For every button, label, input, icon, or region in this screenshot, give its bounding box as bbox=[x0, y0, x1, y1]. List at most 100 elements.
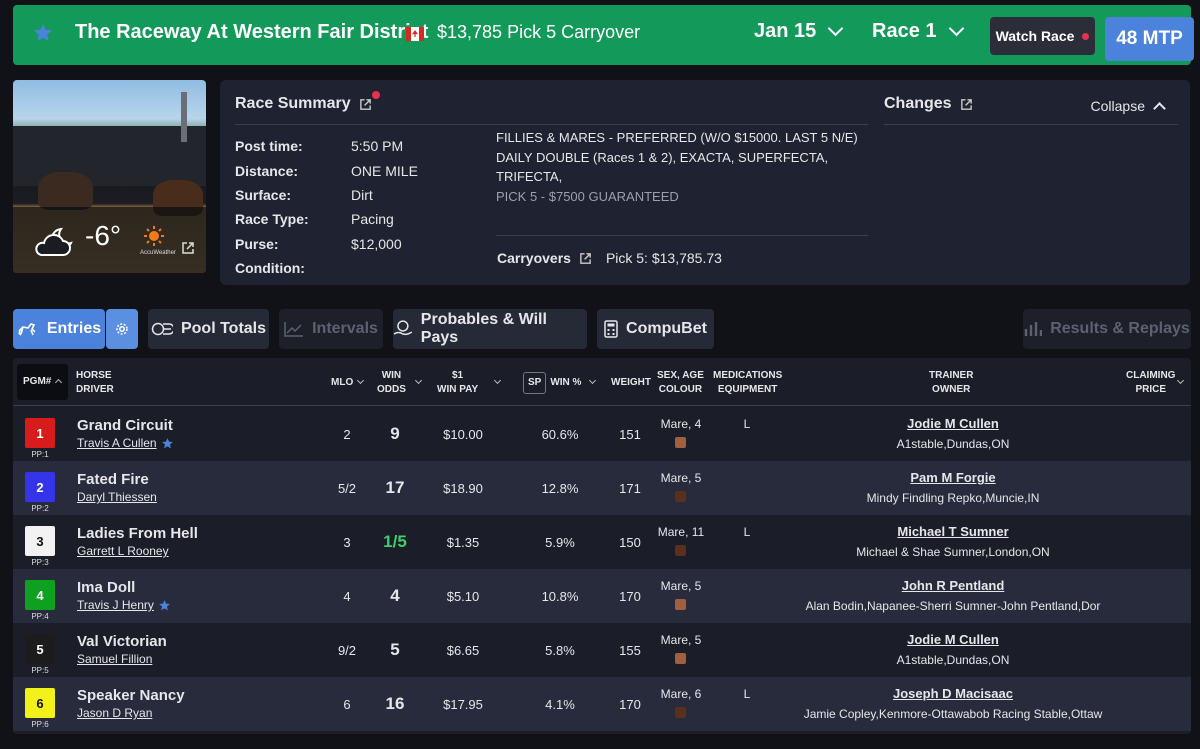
column-price-label: PRICE bbox=[1135, 384, 1166, 395]
owner-name: Michael & Shae Sumner,London,ON bbox=[856, 545, 1050, 559]
trainer-link[interactable]: Joseph D Macisaac bbox=[893, 686, 1013, 701]
driver-link[interactable]: Travis J Henry bbox=[77, 598, 171, 612]
date-selector[interactable]: Jan 15 bbox=[754, 20, 844, 43]
changes-header[interactable]: Changes bbox=[884, 95, 1178, 113]
win-odds: 4 bbox=[390, 586, 400, 605]
carryovers-value: Pick 5: $13,785.73 bbox=[605, 250, 722, 266]
race-label: Race 1 bbox=[872, 20, 937, 42]
table-row[interactable]: 3 PP:3 Ladies From Hell Garrett L Rooney 3 1/… bbox=[13, 515, 1191, 569]
tab-intervals-label: Intervals bbox=[312, 320, 378, 337]
morning-line-odds: 2 bbox=[343, 426, 351, 442]
horse-name[interactable]: Speaker Nancy bbox=[77, 687, 185, 704]
post-position: PP:1 bbox=[31, 450, 49, 459]
column-winpay-label: WIN PAY bbox=[437, 384, 479, 395]
weight: 150 bbox=[619, 534, 641, 550]
watch-race-button[interactable]: Watch Race bbox=[990, 17, 1095, 55]
track-name[interactable]: The Raceway At Western Fair District bbox=[75, 21, 429, 43]
column-win-pay-sort[interactable] bbox=[490, 376, 502, 390]
table-row[interactable]: 2 PP:2 Fated Fire Daryl Thiessen 5/2 17 $18.90… bbox=[13, 461, 1191, 515]
win-percent: 5.8% bbox=[545, 642, 575, 658]
horse-name[interactable]: Ladies From Hell bbox=[77, 525, 198, 542]
column-sex-age: SEX, AGE COLOUR bbox=[657, 369, 704, 397]
carryover-text: $13,785 Pick 5 Carryover bbox=[437, 22, 641, 42]
win-odds: 1/5 bbox=[383, 532, 407, 551]
sp-toggle-button[interactable]: SP bbox=[523, 372, 547, 394]
owner-name: Jamie Copley,Kenmore-Ottawabob Racing St… bbox=[803, 707, 1103, 721]
column-pgm[interactable]: PGM# bbox=[23, 375, 63, 389]
collapse-button[interactable]: Collapse bbox=[1090, 98, 1166, 115]
driver-link[interactable]: Garrett L Rooney bbox=[77, 544, 169, 558]
column-win-pay[interactable]: $1 WIN PAY bbox=[437, 369, 478, 397]
tab-probables-label: Probables & Will Pays bbox=[420, 311, 547, 346]
win-pay: $5.10 bbox=[446, 588, 480, 604]
driver-link[interactable]: Daryl Thiessen bbox=[77, 490, 157, 504]
collapse-label: Collapse bbox=[1090, 98, 1145, 114]
driver-name: Daryl Thiessen bbox=[77, 490, 157, 504]
chevron-up-icon bbox=[1153, 102, 1166, 115]
driver-link[interactable]: Travis A Cullen bbox=[77, 436, 174, 450]
calculator-icon bbox=[604, 320, 618, 338]
medications: L bbox=[743, 525, 751, 539]
favorite-star-icon[interactable] bbox=[32, 22, 54, 44]
coins-icon bbox=[151, 322, 173, 336]
sort-pgm-button[interactable] bbox=[17, 364, 68, 400]
sort-icon bbox=[414, 376, 423, 385]
tab-probables[interactable]: Probables & Will Pays bbox=[393, 309, 587, 349]
win-pay: $6.65 bbox=[446, 642, 480, 658]
horse-name[interactable]: Val Victorian bbox=[77, 633, 167, 650]
column-claiming-price[interactable]: CLAIMING PRICE bbox=[1126, 369, 1175, 397]
table-row[interactable]: 4 PP:4 Ima Doll Travis J Henry 4 4 $5.10 10.8% 1… bbox=[13, 569, 1191, 623]
driver-link[interactable]: Jason D Ryan bbox=[77, 706, 152, 720]
detail-label: Purse: bbox=[235, 235, 279, 252]
horse-name[interactable]: Ima Doll bbox=[77, 579, 136, 596]
race-summary-header[interactable]: Race Summary bbox=[235, 95, 372, 113]
favorite-driver-star-icon[interactable] bbox=[161, 437, 174, 450]
win-pay: $10.00 bbox=[443, 426, 483, 442]
trainer-link[interactable]: Jodie M Cullen bbox=[907, 632, 999, 647]
column-equipment-label: EQUIPMENT bbox=[717, 384, 778, 395]
external-link-icon[interactable] bbox=[359, 98, 372, 111]
program-number-badge: 5 bbox=[25, 634, 55, 664]
column-win-odds[interactable]: WIN ODDS bbox=[377, 369, 406, 397]
colour-swatch bbox=[675, 437, 686, 448]
detail-row: Post time: 5:50 PM bbox=[235, 134, 418, 158]
entries-settings-button[interactable] bbox=[106, 309, 138, 349]
trainer-link[interactable]: John R Pentland bbox=[901, 578, 1005, 593]
column-horse-driver: HORSE DRIVER bbox=[76, 369, 114, 397]
detail-value: $12,000 bbox=[351, 235, 402, 252]
horse-name[interactable]: Fated Fire bbox=[77, 471, 149, 488]
column-win-odds-sort[interactable] bbox=[411, 376, 423, 390]
detail-label: Surface: bbox=[235, 186, 292, 203]
colour-swatch bbox=[675, 599, 686, 610]
race-selector[interactable]: Race 1 bbox=[872, 20, 964, 43]
table-row[interactable]: 5 PP:5 Val Victorian Samuel Fillion 9/2 5 $6.6… bbox=[13, 623, 1191, 677]
favorite-driver-star-icon[interactable] bbox=[158, 599, 171, 612]
external-link-icon[interactable] bbox=[579, 252, 592, 265]
external-link-icon[interactable] bbox=[960, 98, 973, 111]
trainer-link[interactable]: Pam M Forgie bbox=[910, 470, 996, 485]
detail-row: Condition: bbox=[235, 256, 418, 280]
trainer-link[interactable]: Michael T Sumner bbox=[897, 524, 1009, 539]
external-link-icon[interactable] bbox=[181, 241, 195, 255]
colour-swatch bbox=[675, 491, 686, 502]
table-row[interactable]: 6 PP:6 Speaker Nancy Jason D Ryan 6 16 $17.95 4… bbox=[13, 677, 1191, 731]
line-chart-icon bbox=[284, 322, 304, 337]
detail-label: Distance: bbox=[235, 162, 299, 179]
table-row[interactable]: 1 PP:1 Grand Circuit Travis A Cullen 2 9 $10.0… bbox=[13, 407, 1191, 461]
tab-compubet[interactable]: CompuBet bbox=[597, 309, 714, 349]
driver-link[interactable]: Samuel Fillion bbox=[77, 652, 152, 666]
column-claiming-sort[interactable] bbox=[1173, 376, 1185, 390]
tab-pool-totals[interactable]: Pool Totals bbox=[148, 309, 269, 349]
column-win-pct[interactable]: SP WIN % bbox=[523, 372, 597, 394]
tab-entries[interactable]: Entries bbox=[13, 309, 105, 349]
carryovers-label[interactable]: Carryovers bbox=[497, 250, 571, 266]
weather-widget[interactable]: -6° AccuWeather bbox=[13, 207, 206, 273]
post-position: PP:6 bbox=[31, 720, 49, 729]
program-number-badge: 1 bbox=[25, 418, 55, 448]
sort-asc-icon bbox=[55, 378, 63, 387]
horse-name[interactable]: Grand Circuit bbox=[77, 417, 173, 434]
detail-value: ONE MILE bbox=[351, 162, 418, 179]
trainer-link[interactable]: Jodie M Cullen bbox=[907, 416, 999, 431]
column-mlo[interactable]: MLO bbox=[331, 376, 365, 390]
column-sexage-label: SEX, AGE bbox=[657, 370, 704, 381]
